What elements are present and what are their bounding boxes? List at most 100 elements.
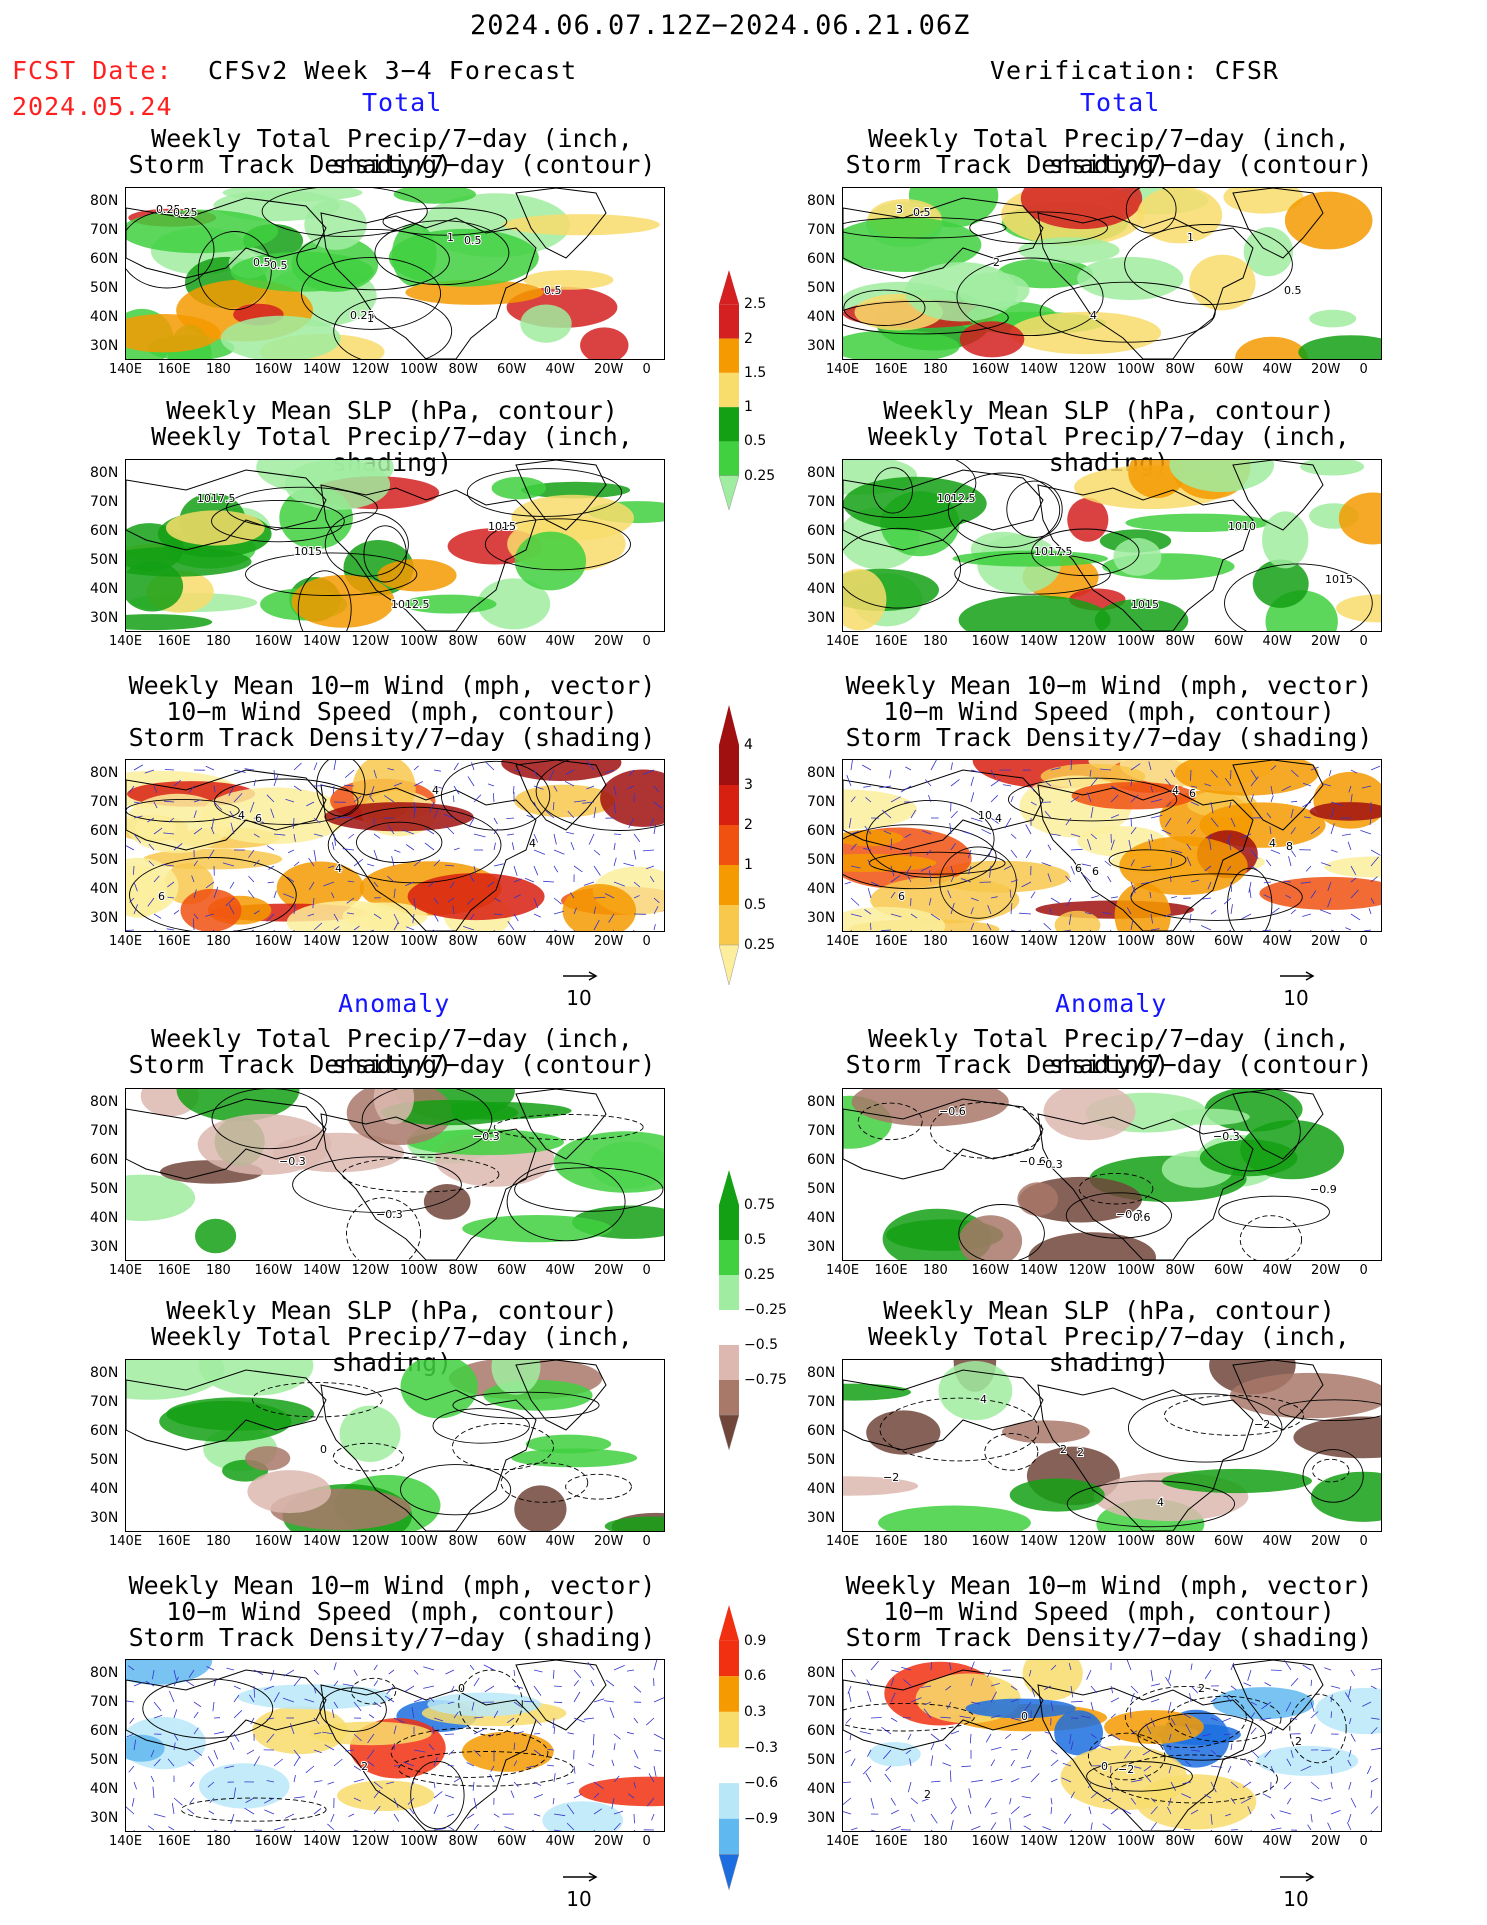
shading-cell [868,1742,921,1767]
wind-vector [1230,904,1233,915]
wind-vector [1161,829,1172,835]
total-wind-forecast-title-line-3: Storm Track Density/7−day (shading) [128,723,656,752]
contour-line [1086,1761,1193,1792]
wind-vector [133,764,144,771]
colorbar-label: 0.25 [744,937,776,953]
coastline [126,197,327,279]
colorbar-anomaly-storm [718,1605,740,1894]
wind-vector [1290,1749,1294,1758]
wind-vector [386,1685,395,1695]
lon-tick-label: 120W [351,1834,390,1849]
wind-vector [1130,1779,1143,1783]
wind-vector [264,1809,275,1815]
wind-vector [1130,779,1133,787]
wind-vector [587,1661,595,1671]
coastline [126,1669,327,1751]
wind-vector [126,929,135,931]
wind-vector [1061,1777,1072,1783]
contour-label: −0.3 [376,1208,403,1221]
wind-vector [1090,1685,1098,1694]
shading-cell [126,561,184,612]
wind-vector [144,769,155,774]
wind-vector [1070,865,1075,875]
shading-cell [878,1505,1031,1531]
wind-vector [224,1765,235,1769]
lon-tick-label: 100W [1117,1534,1155,1549]
contour-line [843,217,1007,239]
wind-vector [942,1762,952,1767]
lon-tick-label: 140W [1020,1834,1058,1849]
wind-vector [268,865,275,870]
lon-tick-label: 40W [545,1534,575,1549]
lon-tick-label: 40W [545,362,575,377]
wind-vector [1140,881,1152,885]
wind-vector [153,929,157,931]
wind-vector [533,785,544,790]
wind-vector [548,769,555,781]
wind-vector [653,801,663,809]
wind-vector [233,1694,240,1703]
coastline [515,460,607,531]
contour-label: 2 [361,1760,368,1773]
lat-tick-label: 50N [807,280,836,296]
wind-vector [245,1797,255,1803]
section-total-right: Total [1080,88,1161,117]
wind-vector [1010,1759,1015,1767]
wind-vector [1110,794,1119,803]
contour-line [1124,224,1293,305]
wind-vector [900,785,912,793]
wind-vector [322,1731,335,1735]
lon-tick-label: 180 [206,362,231,377]
wind-vector [1302,1664,1312,1671]
wind-vector [930,1661,933,1671]
colorbar-label: 2 [744,330,753,347]
wind-vector [273,1826,285,1831]
wind-vector [990,1759,996,1767]
wind-vector [413,765,419,771]
lon-tick-label: 140E [109,1263,143,1278]
shading-cell [1309,802,1381,821]
wind-vector [493,842,496,851]
wind-vector [293,762,302,771]
wind-vector [208,1810,215,1815]
contour-line [484,518,631,571]
wind-vector [564,781,575,787]
wind-vector [1370,876,1378,883]
lat-tick-label: 70N [90,1394,119,1410]
contour-label: 1010 [1228,520,1256,533]
contour-label: 1015 [294,545,322,558]
wind-vector [1023,1813,1032,1818]
lon-tick-label: 140W [1020,1534,1058,1549]
wind-vector [1264,1749,1272,1758]
wind-vector [845,1717,852,1724]
wind-vector [370,929,375,931]
lon-tick-label: 0 [642,934,651,949]
shading-cell [126,614,213,631]
wind-vector [1126,1660,1132,1671]
contour-label: 3 [896,203,903,216]
wind-vector [353,858,364,867]
lon-tick-label: 80W [448,1834,478,1849]
wind-vector [1110,1697,1120,1703]
wind-vector [366,1749,375,1760]
contour-line [1163,1395,1305,1436]
wind-vector [173,1742,176,1751]
wind-vector [1324,1667,1332,1671]
lon-tick-label: 100W [1117,362,1155,377]
wind-vector [1330,807,1335,819]
contour-line [1199,1091,1301,1172]
wind-vector [1181,1793,1192,1799]
wind-vector [383,795,395,803]
lon-tick-label: 0 [1359,1834,1368,1849]
wind-vector [1005,1733,1012,1740]
wind-vector [986,923,992,931]
wind-vector [1030,785,1035,792]
wind-vector [1044,810,1052,819]
wind-vector [613,833,622,835]
wind-vector [212,1701,215,1712]
contour-label: 0.5 [544,284,562,297]
wind-vector [1023,1701,1032,1712]
lon-tick-label: 180 [923,634,948,649]
wind-vector [1045,781,1052,787]
wind-vector [1210,817,1219,828]
